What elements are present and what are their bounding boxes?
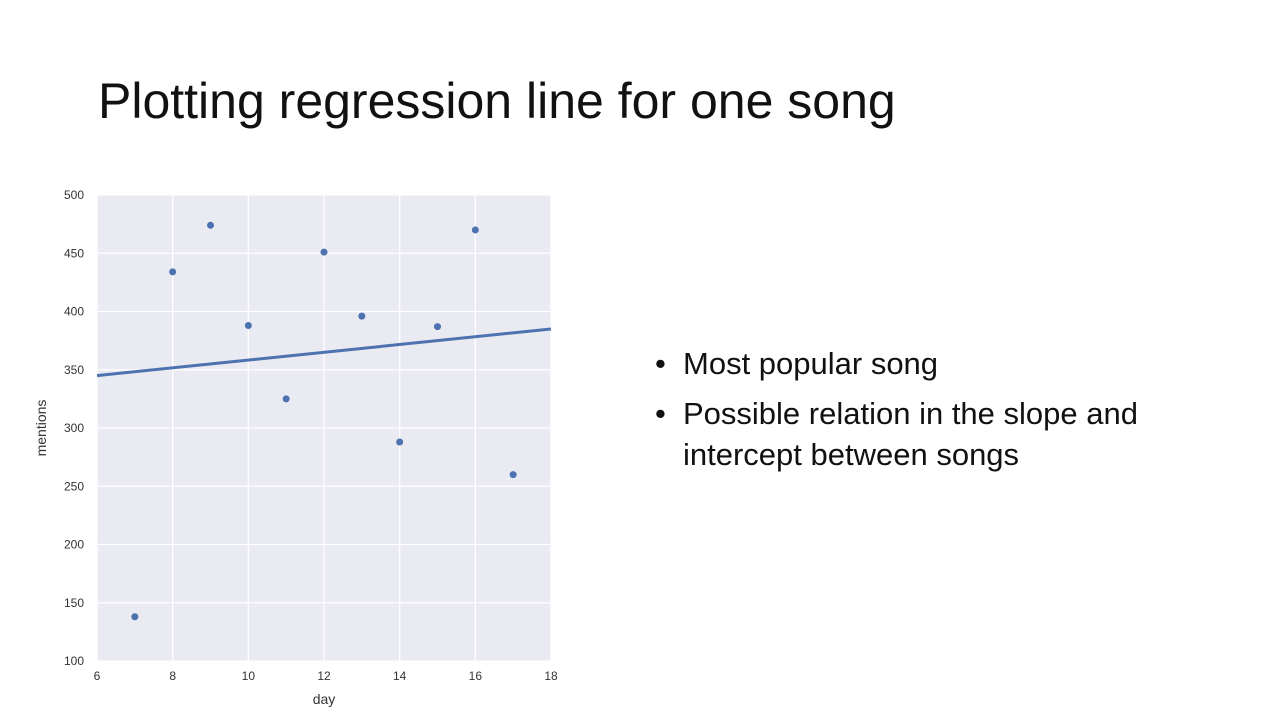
x-axis-label: day <box>313 691 336 707</box>
bullet-icon: • <box>655 396 666 432</box>
data-point <box>131 613 139 621</box>
y-tick-label: 150 <box>64 596 84 610</box>
data-point <box>434 323 441 331</box>
slide-title: Plotting regression line for one song <box>98 73 896 129</box>
bullet-list: • Most popular song • Possible relation … <box>655 344 1235 485</box>
scatter-chart: 6 8 10 12 14 16 18 100 150 200 250 300 350 400 450 500 d… <box>0 180 600 720</box>
data-point <box>282 395 290 403</box>
y-tick-label: 450 <box>64 246 84 260</box>
y-tick-label: 500 <box>64 188 84 202</box>
data-point <box>169 268 177 276</box>
y-tick-label: 300 <box>64 421 84 435</box>
x-tick-label: 14 <box>393 669 407 683</box>
data-point <box>396 438 404 446</box>
bullet-text: Most popular song <box>683 346 939 381</box>
y-tick-label: 100 <box>64 654 84 668</box>
x-tick-label: 6 <box>94 669 101 683</box>
y-tick-label: 250 <box>64 479 84 493</box>
bullet-item-possible-relation: • Possible relation in the slope and int… <box>655 394 1235 475</box>
data-point <box>471 226 479 234</box>
bullet-text: Possible relation in the slope and inter… <box>683 396 1138 472</box>
data-point <box>244 321 252 329</box>
x-tick-label: 12 <box>317 669 331 683</box>
y-tick-label: 350 <box>64 363 84 377</box>
y-tick-label: 400 <box>64 305 84 319</box>
chart-svg: 6 8 10 12 14 16 18 100 150 200 250 300 350 400 450 500 d… <box>33 188 558 707</box>
x-tick-label: 16 <box>469 669 483 683</box>
bullet-item-most-popular: • Most popular song <box>655 344 1235 384</box>
data-point <box>358 312 366 320</box>
data-point <box>509 471 517 479</box>
bullet-icon: • <box>655 346 666 381</box>
data-point <box>320 248 328 256</box>
x-tick-label: 18 <box>544 669 558 683</box>
x-tick-label: 8 <box>169 669 176 683</box>
regression-line <box>96 327 552 378</box>
data-point <box>207 221 214 229</box>
y-tick-label: 200 <box>64 538 84 552</box>
x-tick-label: 10 <box>242 669 256 683</box>
y-axis-label: mentions <box>33 400 49 457</box>
